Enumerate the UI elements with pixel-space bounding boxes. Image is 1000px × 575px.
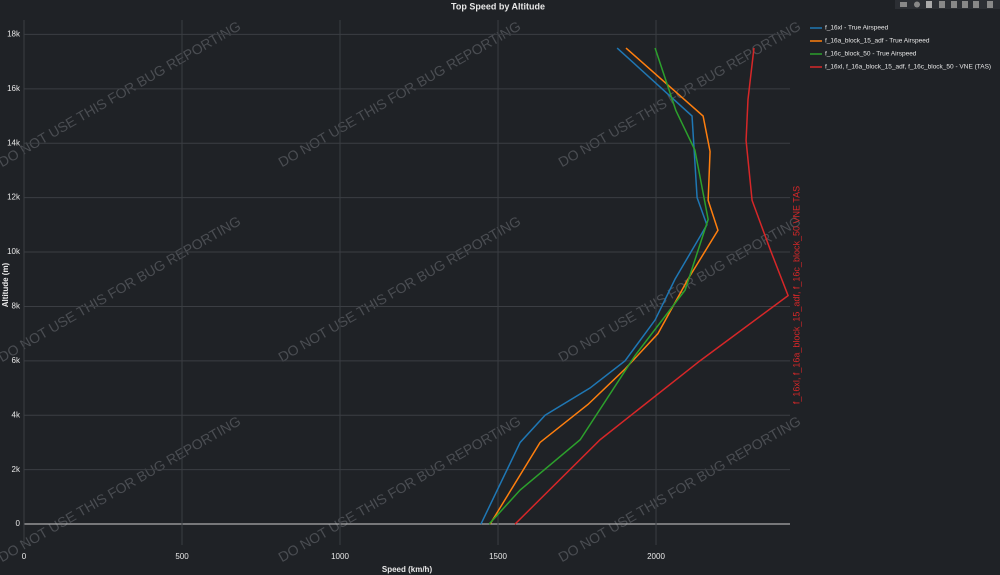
x-tick-label: 500 <box>175 552 189 561</box>
tool-camera[interactable] <box>900 2 907 7</box>
x-tick-label: 1000 <box>331 552 349 561</box>
toolbar-bar <box>895 0 1000 9</box>
legend-label: f_16a_block_15_adf - True Airspeed <box>825 38 930 45</box>
chart-title: Top Speed by Altitude <box>451 1 545 11</box>
y-tick-label: 18k <box>7 30 21 39</box>
tool-logo[interactable] <box>987 1 993 8</box>
legend-label: f_16c_block_50 - True Airspeed <box>825 51 917 58</box>
tool-pan[interactable] <box>926 1 932 8</box>
y-tick-label: 14k <box>7 138 21 147</box>
watermarks: DO NOT USE THIS FOR BUG REPORTING DO NOT … <box>0 18 803 565</box>
y-tick-label: 10k <box>7 247 21 256</box>
y-tick-label: 2k <box>12 465 21 474</box>
legend-label: f_16xl, f_16a_block_15_adf, f_16c_block_… <box>825 64 991 71</box>
y-axis-title: Altitude (m) <box>1 262 10 307</box>
y-tick-label: 8k <box>12 302 21 311</box>
x-tick-label: 2000 <box>647 552 665 561</box>
series-line <box>480 47 708 525</box>
y-tick-label: 0 <box>16 519 21 528</box>
x-axis-title: Speed (km/h) <box>382 565 433 574</box>
toolbar <box>895 0 1000 9</box>
y-tick-label: 16k <box>7 84 21 93</box>
legend-label: f_16xl - True Airspeed <box>825 25 889 32</box>
series-line <box>514 47 790 525</box>
y-tick-label: 4k <box>12 410 21 419</box>
x-tick-label: 1500 <box>489 552 507 561</box>
x-tick-label: 0 <box>22 552 27 561</box>
tool-zoom-in[interactable] <box>939 1 945 8</box>
tool-zoom-out[interactable] <box>951 1 957 8</box>
tool-zoom[interactable] <box>914 1 920 8</box>
series-line <box>488 47 709 525</box>
annotation: f_16xl, f_16a_block_15_adf, f_16c_block_… <box>791 186 801 404</box>
tool-reset[interactable] <box>973 1 979 8</box>
y-tick-label: 12k <box>7 193 21 202</box>
y-tick-label: 6k <box>12 356 21 365</box>
tool-autoscale[interactable] <box>962 1 968 8</box>
